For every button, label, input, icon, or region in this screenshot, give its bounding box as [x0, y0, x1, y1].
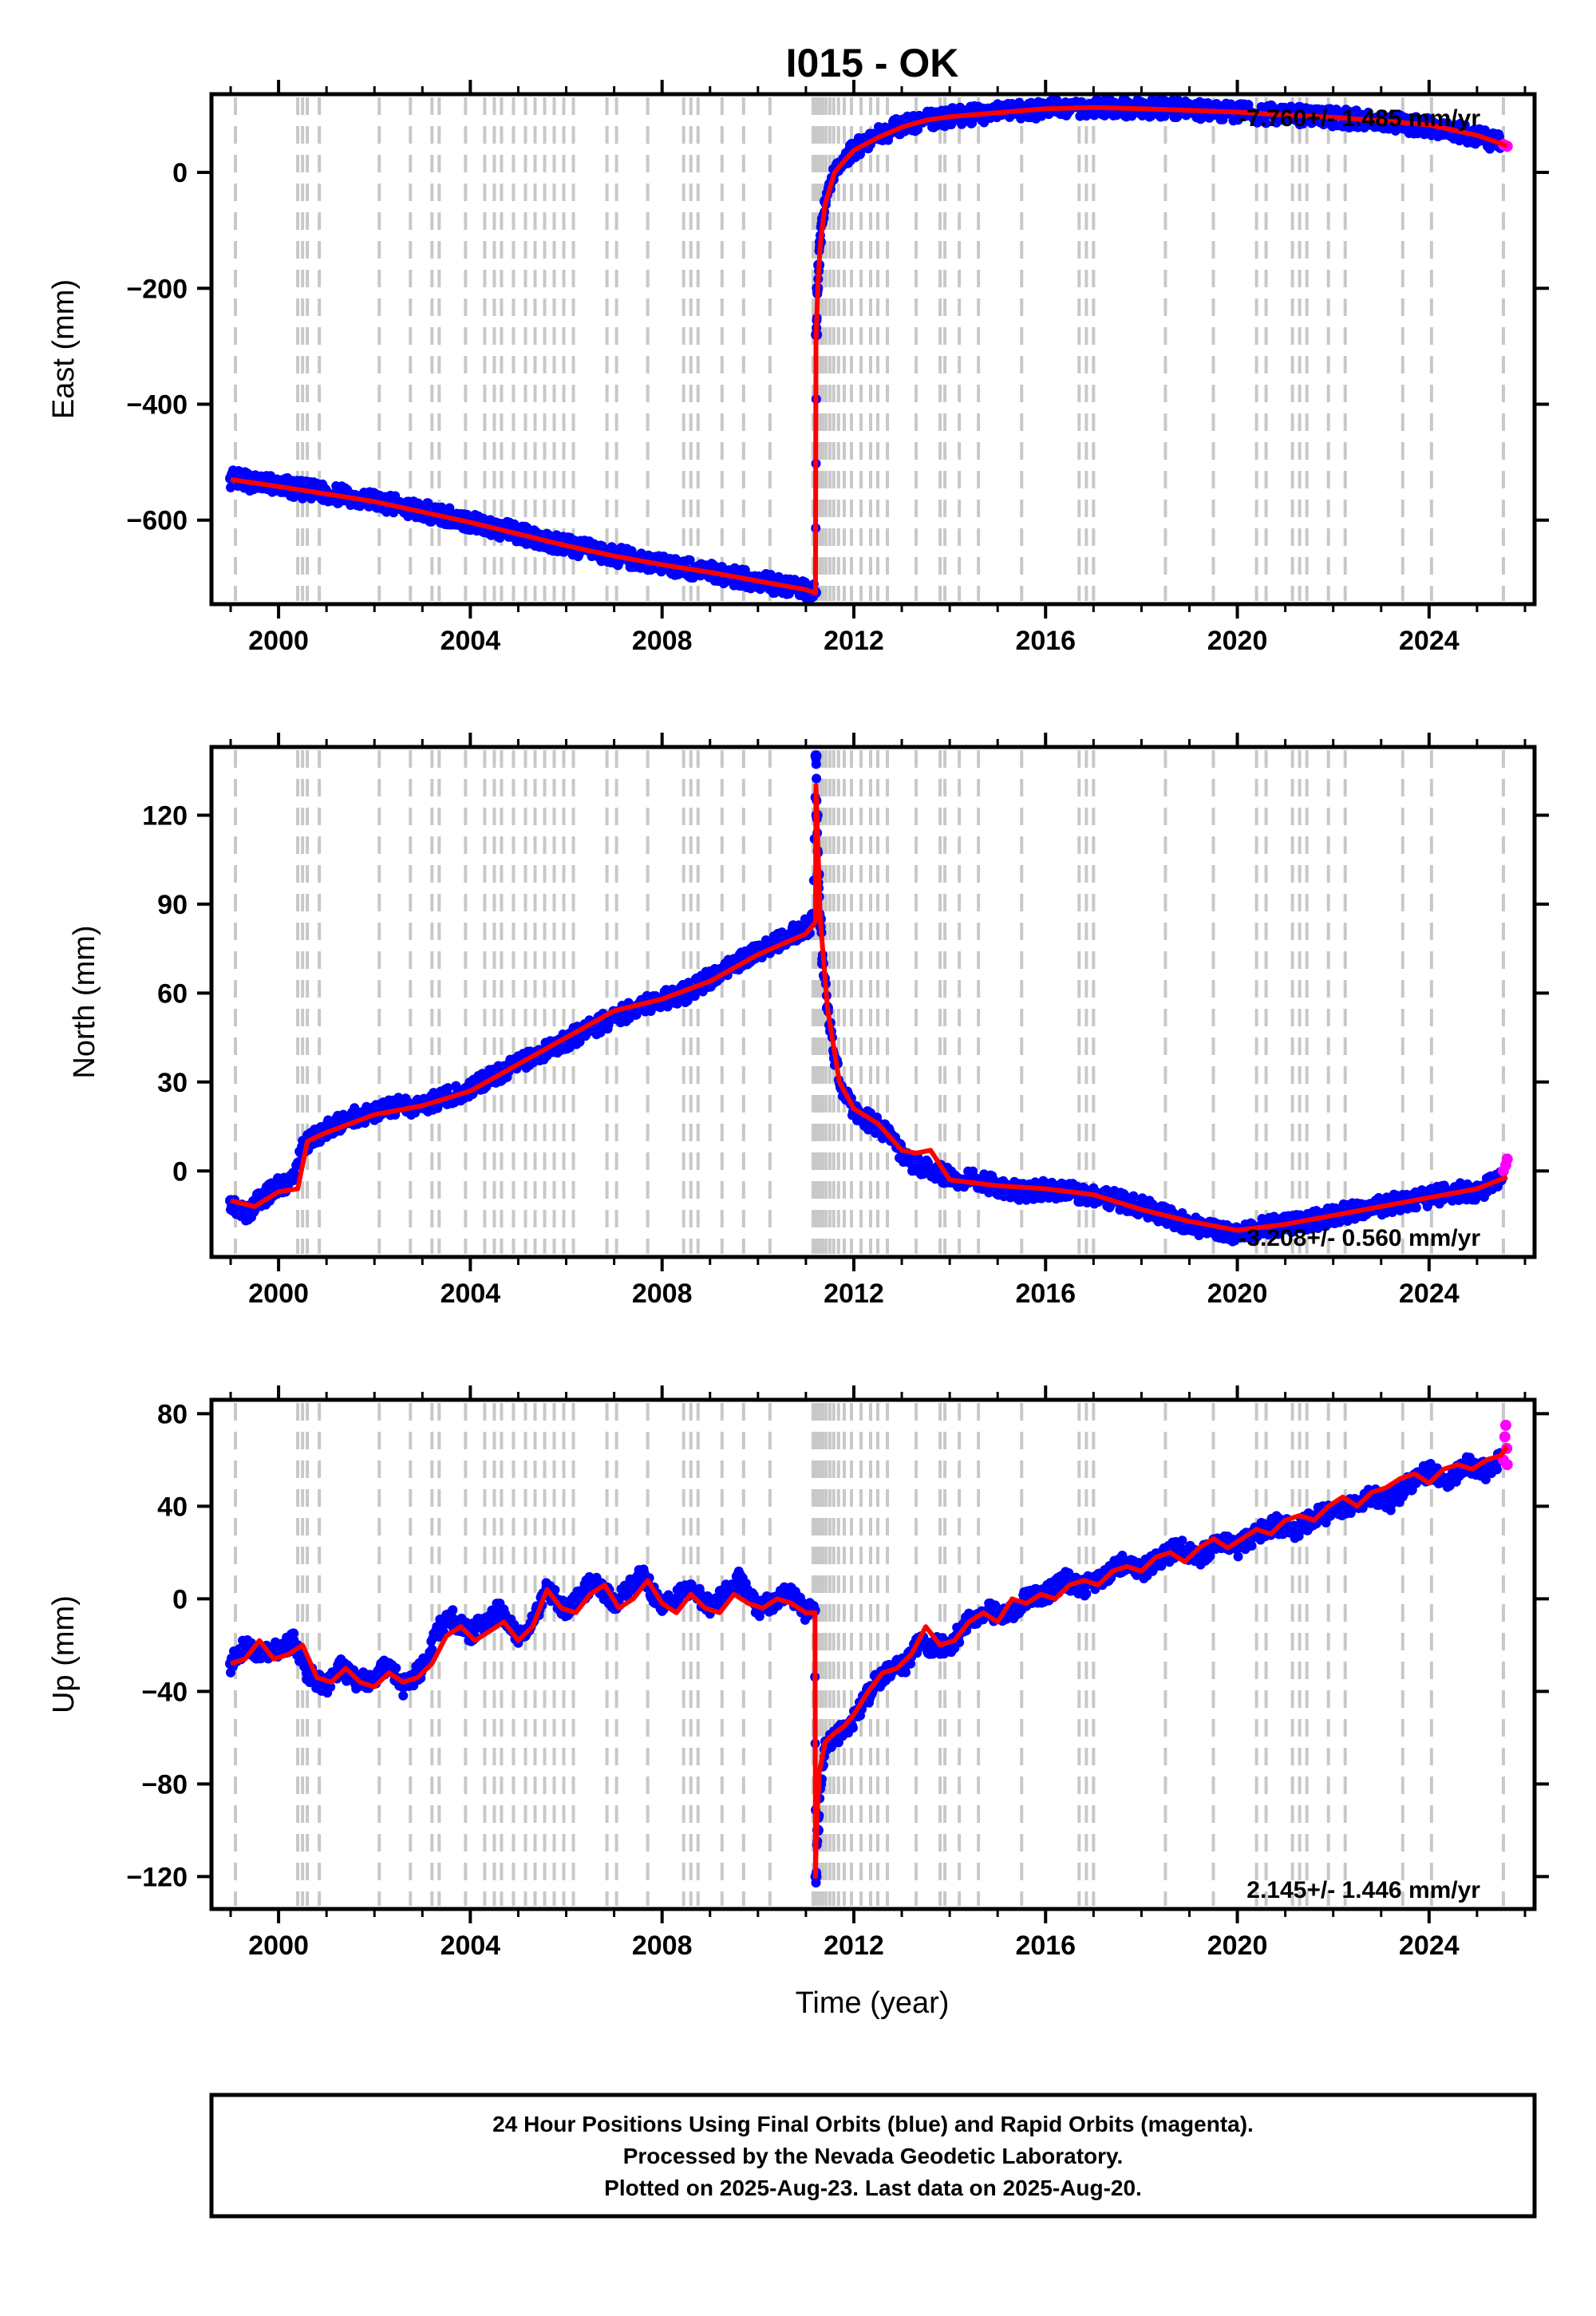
y-tick-label: 0: [172, 158, 188, 188]
y-tick-label: −200: [126, 274, 188, 304]
rate-annotation: -3.208+/- 0.560 mm/yr: [1238, 1225, 1480, 1251]
x-tick-label: 2008: [632, 1279, 693, 1309]
rapid-point: [1501, 1153, 1513, 1165]
x-tick-label: 2004: [440, 1279, 501, 1309]
final-point: [1460, 120, 1470, 130]
y-axis-ticks: −600 −400 −200 0: [126, 158, 1549, 536]
final-point: [810, 750, 822, 762]
y-tick-label: −600: [126, 506, 188, 536]
final-point: [685, 555, 695, 565]
x-tick-label: 2004: [440, 626, 501, 656]
x-tick-label: 2024: [1399, 626, 1460, 656]
y-tick-label: 120: [142, 800, 188, 831]
x-tick-label: 2020: [1207, 626, 1268, 656]
final-point: [1233, 115, 1243, 125]
plot-frame: [209, 92, 1537, 607]
final-point: [423, 498, 433, 508]
model-fit-line: [230, 105, 1508, 596]
y-axis-label: East (mm): [47, 279, 81, 419]
final-point: [239, 1209, 251, 1221]
x-tick-label: 2012: [824, 1279, 884, 1309]
x-tick-label: 2000: [248, 626, 309, 656]
final-point: [443, 1083, 453, 1093]
x-tick-label: 2024: [1399, 1279, 1460, 1309]
x-tick-label: 2000: [248, 1279, 309, 1309]
x-tick-label: 2020: [1207, 1279, 1268, 1309]
final-point: [1261, 118, 1271, 128]
y-axis-label: North (mm): [68, 925, 101, 1078]
x-axis-ticks: 2000 2004 2008 2012 2016 2020 2024: [229, 80, 1527, 656]
y-tick-label: 0: [172, 1156, 188, 1187]
final-point: [226, 482, 236, 492]
final-point: [913, 124, 923, 135]
x-tick-label: 2016: [1015, 1279, 1076, 1309]
x-tick-label: 2016: [1015, 626, 1076, 656]
north-panel: 2000 2004 2008 2012 2016 2020 2024 0 30 60 90 120 No…: [68, 733, 1549, 1309]
y-tick-label: −400: [126, 389, 188, 420]
chart-title: I015 - OK: [786, 41, 959, 85]
x-tick-label: 2008: [632, 626, 693, 656]
x-tick-label: 2012: [824, 626, 884, 656]
final-point: [906, 1156, 918, 1168]
rate-annotation: -7.760+/- 1.485 mm/yr: [1238, 105, 1480, 132]
final-point: [1411, 1203, 1421, 1213]
y-tick-label: 60: [157, 978, 188, 1009]
y-tick-label: 30: [157, 1068, 188, 1098]
east-panel: 2000 2004 2008 2012 2016 2020 2024 −600 −400 −200…: [47, 80, 1549, 656]
final-point: [812, 773, 822, 784]
y-tick-label: 90: [157, 890, 188, 920]
